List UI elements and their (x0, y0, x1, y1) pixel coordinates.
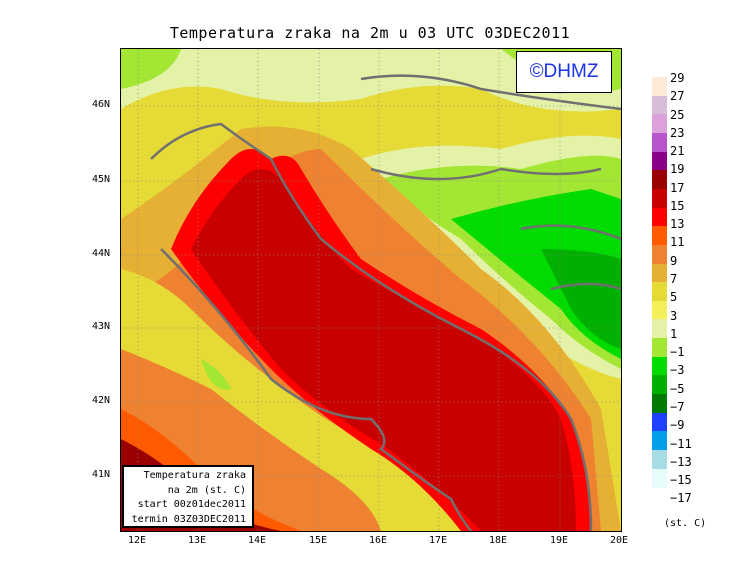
legend-color-box (652, 188, 667, 209)
legend-label: 25 (670, 107, 685, 122)
lon-label: 18E (488, 535, 508, 546)
legend-label: −5 (670, 381, 685, 396)
info-line: start 00z01dec2011 (137, 499, 246, 510)
lon-label: 12E (127, 535, 147, 546)
lon-label: 14E (247, 535, 267, 546)
legend-label: −17 (670, 491, 692, 506)
legend-label: 13 (670, 217, 685, 232)
legend-unit: (st. C) (664, 518, 707, 529)
legend-color-box (652, 170, 667, 190)
lat-label: 43N (92, 321, 111, 332)
coastline-borders (150, 74, 621, 531)
legend-color-box (652, 207, 667, 227)
legend-color-box (652, 282, 667, 302)
legend-color-box (652, 77, 667, 97)
info-line: Temperatura zraka (143, 470, 246, 481)
legend-color-box (652, 412, 667, 432)
adriatic-sea (191, 169, 576, 531)
legend-color-box (652, 431, 667, 451)
legend-color-box (652, 263, 667, 283)
legend-label: 7 (670, 272, 678, 287)
legend-label: 19 (670, 162, 685, 177)
legend-color-box (652, 226, 667, 246)
legend-label: 9 (670, 253, 678, 268)
lon-label: 15E (308, 535, 328, 546)
alpine-cool-area (121, 49, 621, 112)
info-box: Temperatura zraka na 2m (st. C) start 00… (122, 465, 254, 528)
lat-label: 46N (92, 99, 111, 110)
legend-color-box (652, 132, 667, 153)
legend-label: 21 (670, 144, 685, 159)
lon-label: 19E (549, 535, 569, 546)
legend-label: −11 (670, 436, 692, 451)
legend-color-box (652, 356, 667, 376)
lat-label: 42N (92, 395, 111, 406)
legend-label: 17 (670, 180, 685, 195)
legend-label: −15 (670, 473, 692, 488)
legend-label: 5 (670, 290, 678, 305)
legend-color-box (652, 468, 667, 488)
legend-color-box (652, 338, 667, 358)
legend-label: −1 (670, 345, 685, 360)
legend-label: 29 (670, 71, 685, 85)
legend-color-box (652, 319, 667, 339)
legend-label: 15 (670, 198, 685, 213)
lon-label: 16E (368, 535, 388, 546)
legend-color-box (652, 450, 667, 470)
info-line: termin 03Z03DEC2011 (131, 513, 246, 525)
legend-color-box (652, 244, 667, 264)
legend-color-box (652, 375, 667, 395)
legend-label: 11 (670, 235, 685, 250)
info-line: na 2m (st. C) (167, 484, 246, 496)
lon-label: 17E (428, 535, 448, 546)
lat-label: 41N (92, 469, 111, 480)
temperature-map (120, 48, 622, 532)
legend-label: −3 (670, 363, 685, 378)
lon-label: 13E (187, 535, 207, 546)
legend-color-box (652, 95, 667, 115)
dhmz-logo: ©DHMZ (516, 51, 612, 93)
legend-label: −13 (670, 454, 692, 469)
map-title: Temperatura zraka na 2m u 03 UTC 03DEC20… (169, 24, 571, 42)
legend-label: −9 (670, 418, 685, 433)
legend-label: 1 (670, 326, 678, 341)
lat-lon-grid (121, 49, 621, 531)
legend-label: 27 (670, 89, 685, 104)
legend-color-box (652, 394, 667, 414)
legend-label: 23 (670, 125, 685, 140)
lat-label: 44N (92, 248, 111, 259)
legend-label: −7 (670, 399, 685, 414)
legend-color-box (652, 151, 667, 171)
lon-label: 20E (609, 535, 629, 546)
legend-color-box (652, 114, 667, 134)
legend-label: 3 (670, 308, 678, 323)
lat-label: 45N (92, 174, 111, 185)
legend-color-box (652, 300, 667, 320)
